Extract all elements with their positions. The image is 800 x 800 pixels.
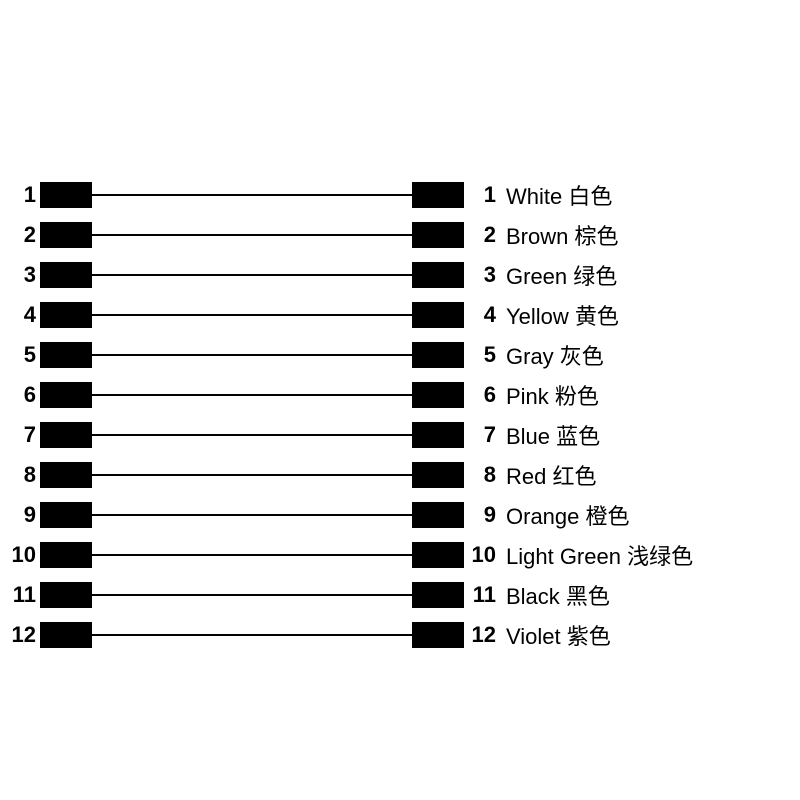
terminal-block-right xyxy=(412,622,464,648)
terminal-block-right xyxy=(412,222,464,248)
wire-line xyxy=(92,354,412,356)
pin-number-left: 1 xyxy=(0,182,40,208)
wire-line xyxy=(92,394,412,396)
terminal-block-left xyxy=(40,222,92,248)
wiring-rows: 1 1 White 白色 2 2 Brown 棕色 3 3 Green 绿色 4 xyxy=(0,175,800,655)
color-label: Brown 棕色 xyxy=(498,219,618,251)
pin-number-left: 3 xyxy=(0,262,40,288)
terminal-block-right xyxy=(412,462,464,488)
terminal-block-right xyxy=(412,542,464,568)
terminal-block-right xyxy=(412,502,464,528)
color-label: Gray 灰色 xyxy=(498,339,604,371)
wire-line xyxy=(92,514,412,516)
wire-line xyxy=(92,474,412,476)
terminal-block-left xyxy=(40,262,92,288)
terminal-block-right xyxy=(412,302,464,328)
color-label: Red 红色 xyxy=(498,459,596,491)
terminal-block-right xyxy=(412,382,464,408)
wiring-row: 3 3 Green 绿色 xyxy=(0,255,800,295)
wire-line xyxy=(92,554,412,556)
terminal-block-left xyxy=(40,582,92,608)
pin-number-right: 12 xyxy=(464,622,498,648)
terminal-block-left xyxy=(40,542,92,568)
wire-line xyxy=(92,594,412,596)
pin-number-left: 8 xyxy=(0,462,40,488)
pin-number-right: 9 xyxy=(464,502,498,528)
terminal-block-right xyxy=(412,342,464,368)
pin-number-right: 7 xyxy=(464,422,498,448)
pin-number-right: 8 xyxy=(464,462,498,488)
pin-number-right: 10 xyxy=(464,542,498,568)
pin-number-right: 11 xyxy=(464,582,498,608)
wire-line xyxy=(92,194,412,196)
wiring-row: 12 12 Violet 紫色 xyxy=(0,615,800,655)
pin-number-right: 1 xyxy=(464,182,498,208)
color-label: Blue 蓝色 xyxy=(498,419,600,451)
wiring-row: 5 5 Gray 灰色 xyxy=(0,335,800,375)
terminal-block-right xyxy=(412,582,464,608)
wiring-row: 1 1 White 白色 xyxy=(0,175,800,215)
terminal-block-right xyxy=(412,262,464,288)
terminal-block-left xyxy=(40,462,92,488)
terminal-block-right xyxy=(412,182,464,208)
pin-number-right: 4 xyxy=(464,302,498,328)
wiring-diagram: 1 1 White 白色 2 2 Brown 棕色 3 3 Green 绿色 4 xyxy=(0,0,800,800)
wiring-row: 7 7 Blue 蓝色 xyxy=(0,415,800,455)
color-label: Green 绿色 xyxy=(498,259,617,291)
pin-number-right: 5 xyxy=(464,342,498,368)
wiring-row: 10 10 Light Green 浅绿色 xyxy=(0,535,800,575)
pin-number-left: 9 xyxy=(0,502,40,528)
wiring-row: 2 2 Brown 棕色 xyxy=(0,215,800,255)
terminal-block-left xyxy=(40,182,92,208)
pin-number-left: 6 xyxy=(0,382,40,408)
pin-number-left: 4 xyxy=(0,302,40,328)
wiring-row: 4 4 Yellow 黄色 xyxy=(0,295,800,335)
pin-number-right: 2 xyxy=(464,222,498,248)
pin-number-left: 10 xyxy=(0,542,40,568)
wire-line xyxy=(92,274,412,276)
terminal-block-left xyxy=(40,302,92,328)
pin-number-left: 5 xyxy=(0,342,40,368)
color-label: Violet 紫色 xyxy=(498,619,611,651)
wiring-row: 9 9 Orange 橙色 xyxy=(0,495,800,535)
wire-line xyxy=(92,314,412,316)
pin-number-left: 12 xyxy=(0,622,40,648)
color-label: Black 黑色 xyxy=(498,579,610,611)
wiring-row: 6 6 Pink 粉色 xyxy=(0,375,800,415)
pin-number-right: 6 xyxy=(464,382,498,408)
wire-line xyxy=(92,434,412,436)
pin-number-left: 2 xyxy=(0,222,40,248)
color-label: Yellow 黄色 xyxy=(498,299,619,331)
color-label: Light Green 浅绿色 xyxy=(498,539,693,571)
color-label: Pink 粉色 xyxy=(498,379,599,411)
terminal-block-left xyxy=(40,382,92,408)
pin-number-left: 7 xyxy=(0,422,40,448)
terminal-block-left xyxy=(40,502,92,528)
pin-number-left: 11 xyxy=(0,582,40,608)
terminal-block-right xyxy=(412,422,464,448)
pin-number-right: 3 xyxy=(464,262,498,288)
wire-line xyxy=(92,234,412,236)
terminal-block-left xyxy=(40,422,92,448)
terminal-block-left xyxy=(40,342,92,368)
color-label: Orange 橙色 xyxy=(498,499,630,531)
color-label: White 白色 xyxy=(498,179,612,211)
terminal-block-left xyxy=(40,622,92,648)
wire-line xyxy=(92,634,412,636)
wiring-row: 11 11 Black 黑色 xyxy=(0,575,800,615)
wiring-row: 8 8 Red 红色 xyxy=(0,455,800,495)
